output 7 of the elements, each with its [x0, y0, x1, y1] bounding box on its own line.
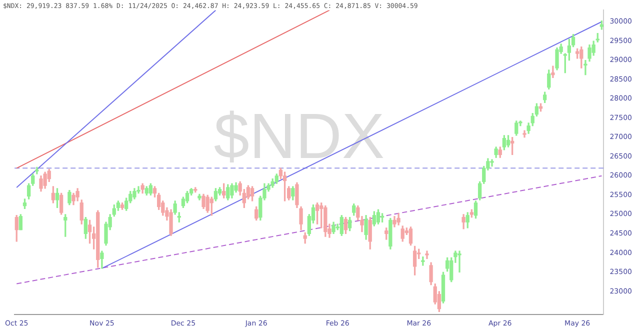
- candlestick: [551, 66, 555, 78]
- candlestick: [458, 250, 462, 273]
- candlestick: [35, 166, 39, 174]
- candlestick: [584, 60, 588, 76]
- candlestick: [421, 256, 425, 266]
- candlestick: [490, 159, 494, 167]
- candlestick: [425, 250, 429, 260]
